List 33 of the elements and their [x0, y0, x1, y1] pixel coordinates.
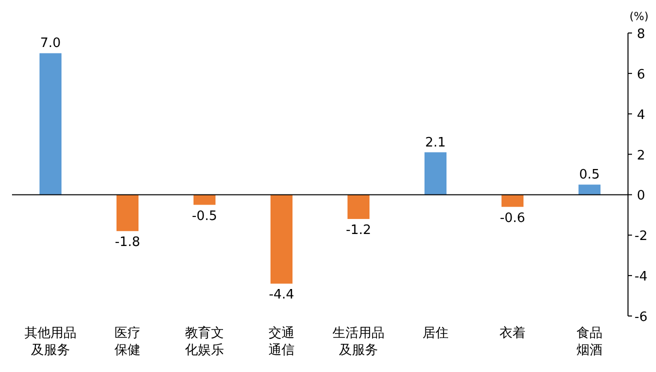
- y-tick-label: 0: [636, 188, 646, 204]
- data-label: -4.4: [268, 288, 294, 303]
- data-label: -1.8: [114, 235, 140, 250]
- data-label: 0.5: [579, 168, 600, 183]
- y-tick-label: 2: [636, 148, 646, 164]
- y-tick-label: -6: [634, 310, 648, 325]
- bar: [116, 194, 138, 232]
- data-label: 7.0: [40, 36, 61, 52]
- y-tick-label: -4: [634, 270, 648, 285]
- x-tick-label: 其他用品及服务: [24, 326, 76, 358]
- y-axis-title: (%): [629, 10, 649, 23]
- x-tick-label: 生活用品及服务: [332, 326, 384, 358]
- data-label: -0.5: [192, 208, 218, 224]
- y-tick-label: -2: [634, 229, 648, 244]
- bar: [194, 194, 216, 205]
- bar: [40, 53, 62, 195]
- bar: [270, 194, 292, 284]
- bar: [502, 194, 524, 207]
- y-tick-label: 4: [636, 108, 646, 123]
- x-tick-label: 教育文化娱乐: [185, 325, 224, 358]
- x-tick-label: 医疗保健: [114, 326, 140, 358]
- x-tick-label: 居住: [422, 326, 448, 341]
- x-tick-label: 衣着: [500, 325, 526, 341]
- bar: [424, 152, 446, 195]
- data-label: -0.6: [500, 210, 526, 226]
- bar: [578, 184, 600, 195]
- y-tick-label: 6: [636, 67, 646, 82]
- data-label: -1.2: [346, 222, 372, 238]
- x-tick-label: 交通通信: [268, 325, 294, 358]
- bar: [348, 194, 370, 219]
- y-tick-label: 8: [636, 27, 646, 42]
- x-tick-label: 食品烟酒: [576, 326, 602, 358]
- data-label: 2.1: [425, 135, 446, 150]
